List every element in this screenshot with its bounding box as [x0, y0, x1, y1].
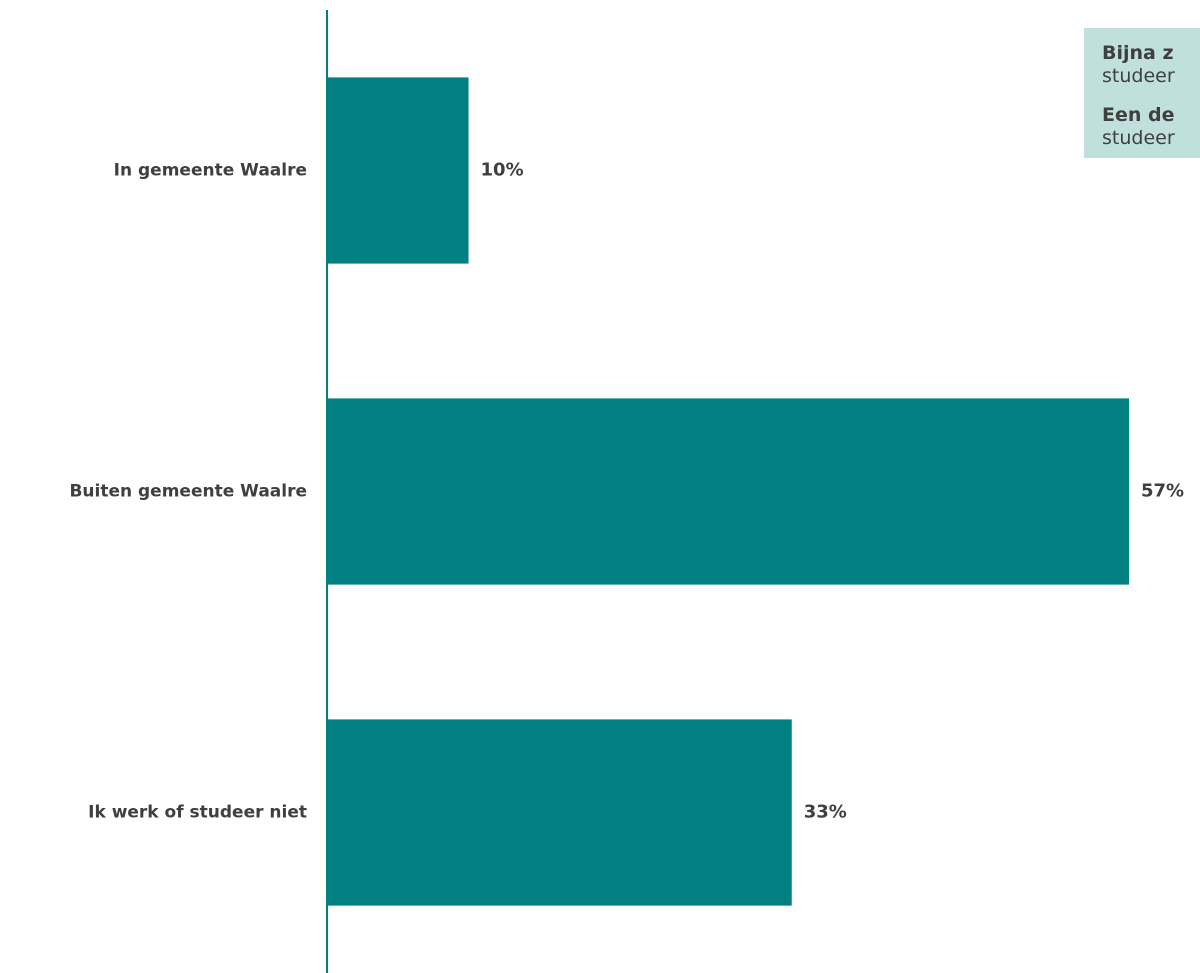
bar-0: [328, 77, 469, 264]
labels-layer: In gemeente Waalre 10% Buiten gemeente Waa…: [69, 160, 1184, 823]
bar-2: [328, 719, 792, 906]
callout-line2-bold: Een de: [1102, 104, 1175, 126]
callout-line2-rest: studeer: [1102, 127, 1175, 149]
bar-1: [328, 398, 1129, 585]
callout-line1-bold: Bijna z: [1102, 42, 1174, 64]
value-label-2: 33%: [804, 802, 847, 823]
category-label-1: Buiten gemeente Waalre: [69, 482, 307, 502]
bars-layer: [328, 77, 1129, 906]
value-label-0: 10%: [481, 160, 524, 181]
callout-line1-rest: studeer: [1102, 65, 1175, 87]
category-label-2: Ik werk of studeer niet: [88, 803, 307, 823]
category-label-0: In gemeente Waalre: [114, 161, 307, 181]
callout-box: Bijna z studeer Een de studeer: [1084, 28, 1200, 158]
value-label-1: 57%: [1141, 481, 1184, 502]
callout-paragraph-2: Een de studeer: [1102, 104, 1200, 150]
callout-paragraph-1: Bijna z studeer: [1102, 42, 1200, 88]
